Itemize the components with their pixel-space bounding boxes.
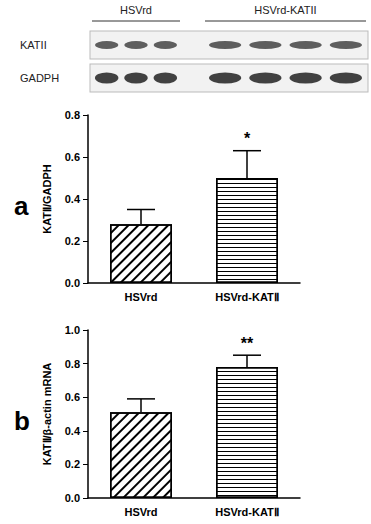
svg-text:0.6: 0.6 [65, 151, 80, 163]
svg-text:0.2: 0.2 [65, 235, 80, 247]
svg-text:0.4: 0.4 [65, 425, 81, 437]
svg-text:HSVrd-KATⅡ: HSVrd-KATⅡ [215, 506, 278, 518]
svg-text:0.0: 0.0 [65, 277, 80, 289]
svg-text:KATⅡ/GADPH: KATⅡ/GADPH [41, 164, 53, 234]
svg-text:0.2: 0.2 [65, 458, 80, 470]
svg-text:HSVrd: HSVrd [124, 291, 157, 303]
svg-text:a: a [14, 191, 29, 221]
svg-text:1.0: 1.0 [65, 324, 80, 336]
svg-text:0.4: 0.4 [65, 193, 81, 205]
svg-text:0.0: 0.0 [65, 492, 80, 504]
svg-text:HSVrd-KATⅡ: HSVrd-KATⅡ [215, 291, 278, 303]
svg-text:*: * [244, 130, 251, 147]
svg-text:HSVrd-KATII: HSVrd-KATII [254, 4, 316, 16]
svg-text:0.8: 0.8 [65, 109, 80, 121]
svg-text:HSVrd: HSVrd [120, 4, 152, 16]
svg-text:HSVrd: HSVrd [124, 506, 157, 518]
svg-text:**: ** [241, 335, 254, 352]
svg-text:b: b [14, 406, 30, 436]
svg-text:GADPH: GADPH [20, 72, 59, 84]
svg-text:KATII: KATII [20, 39, 47, 51]
svg-text:0.8: 0.8 [65, 358, 80, 370]
svg-text:KATⅡ/β-actin mRNA: KATⅡ/β-actin mRNA [41, 363, 53, 466]
svg-text:0.6: 0.6 [65, 391, 80, 403]
